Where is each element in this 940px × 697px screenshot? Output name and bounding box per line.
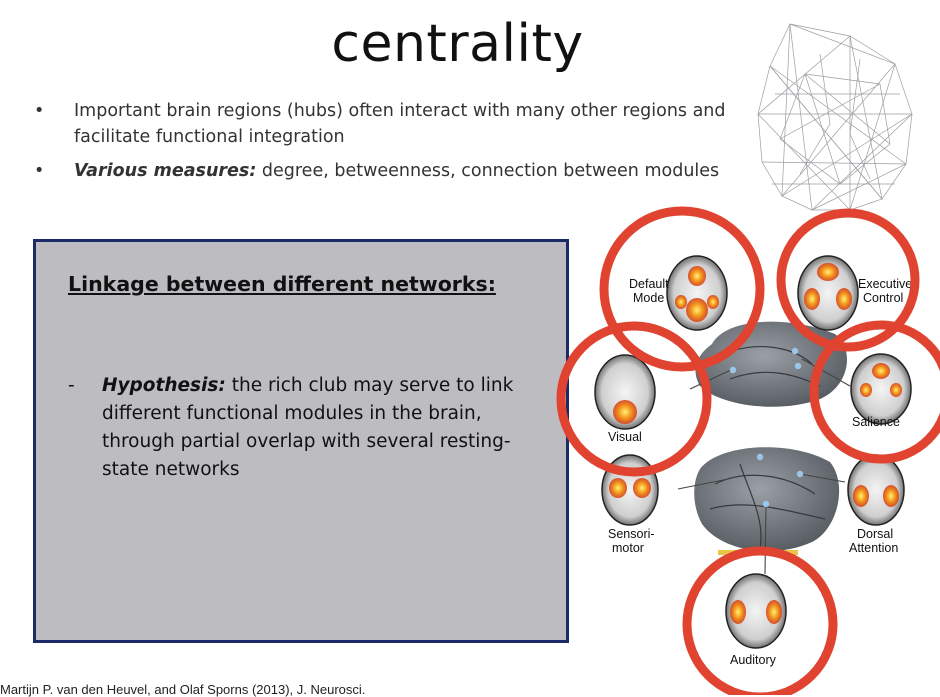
hypothesis-body: the rich club may serve to link differen… xyxy=(102,375,514,480)
hypothesis-label: Hypothesis: xyxy=(102,375,226,396)
linkage-box: Linkage between different networks: - Hy… xyxy=(33,239,569,643)
network-label: Control xyxy=(863,291,903,305)
salience-network: Salience xyxy=(850,353,912,429)
default-mode-network: Default Mode xyxy=(629,255,728,331)
network-label: Default xyxy=(629,277,669,291)
highlight-circle-salience xyxy=(809,320,940,464)
citation: Martijn P. van den Heuvel, and Olaf Spor… xyxy=(0,682,366,697)
hub-nodes xyxy=(729,347,804,508)
auditory-network: Auditory xyxy=(725,573,787,667)
item-marker: - xyxy=(68,375,75,396)
highlight-circle-executive-control xyxy=(776,208,920,352)
network-label: Auditory xyxy=(730,653,777,667)
network-label: Executive xyxy=(858,277,912,291)
bullet-item: • Important brain regions (hubs) often i… xyxy=(32,98,732,150)
hypothesis-text: Hypothesis: the rich club may serve to l… xyxy=(68,372,538,484)
highlight-circle-auditory xyxy=(682,546,838,695)
network-label: Attention xyxy=(849,541,898,555)
bullet-list: • Important brain regions (hubs) often i… xyxy=(32,98,732,192)
visual-network: Visual xyxy=(594,354,656,444)
network-label: Sensori- xyxy=(608,527,655,541)
bullet-text: Important brain regions (hubs) often int… xyxy=(74,101,726,147)
network-label: Visual xyxy=(608,430,642,444)
wireframe-network xyxy=(757,23,913,211)
highlight-circle-visual xyxy=(556,321,712,477)
hypothesis-item: - Hypothesis: the rich club may serve to… xyxy=(68,372,538,484)
network-label: motor xyxy=(612,541,644,555)
dorsal-attention-network: Dorsal Attention xyxy=(847,454,905,555)
brain-networks-figure: Default Mode Executive Control Visual Sa… xyxy=(556,23,940,695)
executive-control-network: Executive Control xyxy=(797,255,912,331)
network-label: Mode xyxy=(633,291,664,305)
bullet-text: degree, betweenness, connection between … xyxy=(256,161,720,181)
box-heading: Linkage between different networks: xyxy=(68,272,496,296)
network-label: Salience xyxy=(852,415,900,429)
bullet-item: • Various measures: degree, betweenness,… xyxy=(32,158,732,184)
slide-title: centrality xyxy=(331,14,584,74)
connector-lines xyxy=(677,358,851,575)
bullet-emphasis: Various measures: xyxy=(74,161,257,181)
network-label: Dorsal xyxy=(857,527,893,541)
bullet-marker: • xyxy=(34,101,45,121)
highlight-circles xyxy=(556,206,940,695)
bullet-marker: • xyxy=(34,161,45,181)
highlight-circle-default-mode xyxy=(599,206,765,372)
